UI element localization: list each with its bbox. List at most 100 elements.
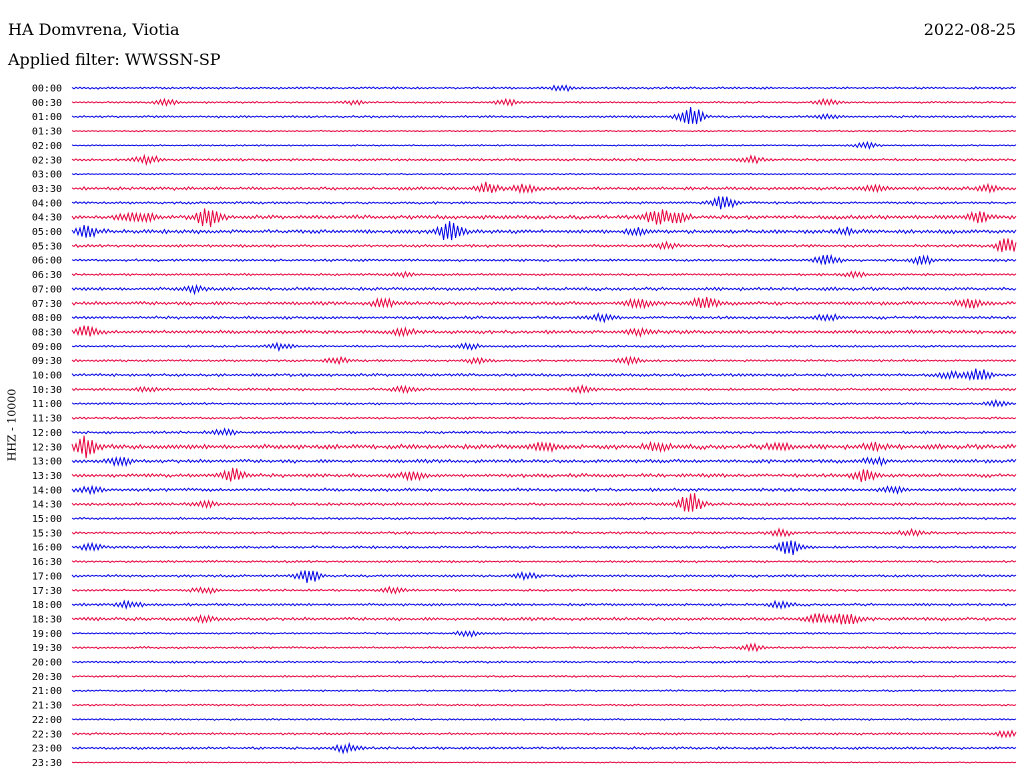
time-label: 01:00 [32, 112, 62, 123]
time-label: 08:30 [32, 327, 62, 338]
trace-line [71, 642, 1017, 653]
trace-line [71, 689, 1017, 693]
time-label: 22:30 [32, 729, 62, 740]
trace-line [71, 153, 1017, 167]
time-label: 16:30 [32, 557, 62, 568]
time-label: 00:00 [32, 84, 62, 95]
time-label: 14:00 [32, 485, 62, 496]
time-label: 12:30 [32, 442, 62, 453]
time-label: 20:00 [32, 658, 62, 669]
time-label: 18:30 [32, 614, 62, 625]
time-label: 02:00 [32, 141, 62, 152]
trace-line [71, 435, 1017, 459]
time-label: 19:30 [32, 643, 62, 654]
time-label: 06:00 [32, 256, 62, 267]
time-label: 21:30 [32, 701, 62, 712]
trace-line [71, 107, 1017, 125]
trace-line [71, 341, 1017, 353]
trace-line [71, 761, 1017, 764]
trace-line [71, 703, 1017, 707]
trace-line [71, 253, 1017, 266]
time-label: 15:30 [32, 528, 62, 539]
time-label: 07:30 [32, 299, 62, 310]
trace-line [71, 540, 1017, 556]
trace-line [71, 97, 1017, 107]
time-label: 13:30 [32, 471, 62, 482]
trace-line [71, 238, 1017, 253]
trace-line [71, 484, 1017, 496]
trace-line [71, 383, 1017, 395]
trace-line [71, 569, 1017, 584]
time-label: 05:00 [32, 227, 62, 238]
trace-line [71, 129, 1017, 133]
trace-line [71, 325, 1017, 338]
time-label: 12:00 [32, 428, 62, 439]
trace-line [71, 741, 1017, 755]
time-label: 08:00 [32, 313, 62, 324]
time-label: 03:30 [32, 184, 62, 195]
trace-line [71, 416, 1017, 420]
time-label: 10:00 [32, 371, 62, 382]
trace-line [71, 612, 1017, 625]
time-label: 10:30 [32, 385, 62, 396]
time-label: 07:00 [32, 284, 62, 295]
time-label: 18:00 [32, 600, 62, 611]
time-label: 17:00 [32, 571, 62, 582]
trace-line [71, 172, 1017, 176]
trace-line [71, 355, 1017, 367]
trace-line [71, 527, 1017, 538]
trace-line [71, 140, 1017, 150]
trace-line [71, 181, 1017, 195]
time-label: 11:30 [32, 414, 62, 425]
time-label: 20:30 [32, 672, 62, 683]
time-label: 04:00 [32, 198, 62, 209]
time-label: 01:30 [32, 127, 62, 138]
trace-line [71, 208, 1017, 228]
trace-line [71, 493, 1017, 512]
time-label: 04:30 [32, 213, 62, 224]
time-label: 09:30 [32, 356, 62, 367]
trace-line [71, 516, 1017, 521]
trace-line [71, 196, 1017, 210]
time-label: 03:00 [32, 170, 62, 181]
time-label: 15:00 [32, 514, 62, 525]
trace-line [71, 729, 1017, 739]
trace-line [71, 660, 1017, 664]
trace-line [71, 311, 1017, 324]
trace-line [71, 467, 1017, 483]
time-label: 13:00 [32, 457, 62, 468]
time-label: 17:30 [32, 586, 62, 597]
trace-line [71, 84, 1017, 93]
time-label: 05:30 [32, 241, 62, 252]
trace-line [71, 585, 1017, 595]
time-label: 16:00 [32, 543, 62, 554]
time-label: 02:30 [32, 155, 62, 166]
trace-line [71, 270, 1017, 279]
trace-line [71, 283, 1017, 296]
station-title: HA Domvrena, Viotia [8, 20, 180, 39]
trace-line [71, 674, 1017, 678]
time-label: 06:30 [32, 270, 62, 281]
time-label: 23:30 [32, 758, 62, 769]
time-label: 23:00 [32, 744, 62, 755]
filter-label: Applied filter: WWSSN-SP [8, 50, 221, 69]
time-label: 09:00 [32, 342, 62, 353]
trace-line [71, 599, 1017, 610]
trace-line [71, 296, 1017, 310]
time-label: 19:00 [32, 629, 62, 640]
trace-line [71, 221, 1017, 241]
time-label: 11:00 [32, 399, 62, 410]
time-label: 00:30 [32, 98, 62, 109]
trace-line [71, 368, 1017, 382]
time-label: 14:30 [32, 500, 62, 511]
trace-line [71, 717, 1017, 722]
trace-line [71, 398, 1017, 408]
time-label: 21:00 [32, 686, 62, 697]
trace-line [71, 427, 1017, 437]
trace-line [71, 629, 1017, 639]
date-label: 2022-08-25 [923, 20, 1016, 39]
trace-line [71, 559, 1017, 564]
trace-line [71, 455, 1017, 468]
time-label: 22:00 [32, 715, 62, 726]
